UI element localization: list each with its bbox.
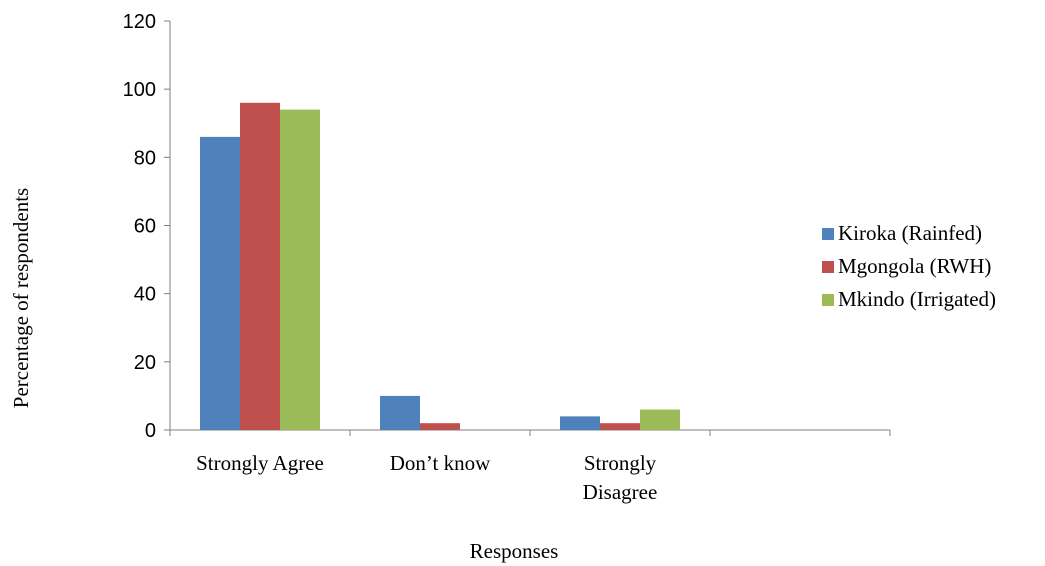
- legend-swatch: [822, 228, 834, 240]
- bar-1-3: [560, 416, 600, 430]
- y-tick-label: 20: [134, 352, 156, 374]
- legend-swatch: [822, 294, 834, 306]
- y-tick-label: 0: [145, 420, 156, 442]
- x-axis-title: Responses: [470, 539, 559, 563]
- legend-label: Mkindo (Irrigated): [838, 287, 996, 311]
- x-category-label: Strongly Disagree: [583, 451, 658, 504]
- legend-item: Mkindo (Irrigated): [822, 287, 996, 311]
- y-tick-label: 120: [123, 11, 156, 33]
- legend-label: Kiroka (Rainfed): [838, 221, 982, 245]
- y-axis: 0 20 40 60 80 100 120: [123, 11, 171, 442]
- bar-3-1: [280, 109, 320, 430]
- bar-2-1: [240, 102, 280, 431]
- x-category-label: Don’t know: [390, 451, 491, 475]
- y-tick-label: 40: [134, 284, 156, 306]
- legend-item: Kiroka (Rainfed): [822, 221, 982, 245]
- bar-2-3: [600, 423, 640, 430]
- x-category-label: Strongly Agree: [196, 451, 324, 475]
- bars: [200, 102, 680, 431]
- y-axis-title: Percentage of respondents: [9, 188, 33, 408]
- bar-2-2: [420, 423, 460, 430]
- bar-1-1: [200, 136, 240, 430]
- y-tick-label: 60: [134, 216, 156, 238]
- legend: Kiroka (Rainfed) Mgongola (RWH) Mkindo (Ir…: [822, 221, 996, 311]
- y-ticks: 0 20 40 60 80 100 120: [123, 11, 170, 442]
- legend-item: Mgongola (RWH): [822, 254, 991, 278]
- y-tick-label: 80: [134, 147, 156, 169]
- legend-swatch: [822, 261, 834, 273]
- bar-1-2: [380, 395, 420, 430]
- y-tick-label: 100: [123, 79, 156, 101]
- x-category-labels: Strongly Agree Don’t know Strongly Disagree: [196, 451, 657, 504]
- x-axis: Strongly Agree Don’t know Strongly Disagree: [169, 429, 891, 504]
- x-ticks: [169, 430, 891, 436]
- legend-label: Mgongola (RWH): [838, 254, 991, 278]
- bar-3-3: [640, 409, 680, 430]
